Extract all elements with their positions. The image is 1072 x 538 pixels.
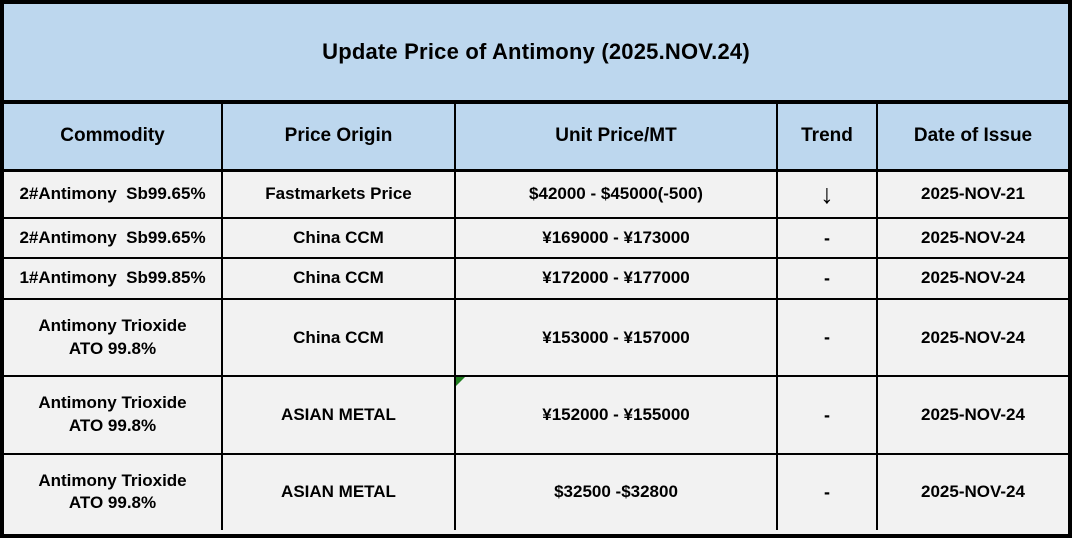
table-row: 1#Antimony Sb99.85% China CCM ¥172000 - … [4,257,1068,300]
page-title: Update Price of Antimony (2025.NOV.24) [322,39,750,64]
price-origin-cell: China CCM [221,297,456,378]
unit-price-cell: ¥152000 - ¥155000 [454,375,778,455]
table-row: Antimony Trioxide ATO 99.8% ASIAN METAL … [4,452,1068,530]
header-row: Commodity Price Origin Unit Price/MT Tre… [4,104,1068,172]
col-header-unit-price: Unit Price/MT [454,104,778,172]
table-header: Commodity Price Origin Unit Price/MT Tre… [4,104,1068,172]
trend-cell: - [776,452,878,530]
date-cell: 2025-NOV-24 [876,297,1068,378]
table-row: Antimony Trioxide ATO 99.8% ASIAN METAL … [4,375,1068,455]
unit-price-cell: ¥172000 - ¥177000 [454,257,778,300]
antimony-price-table: Commodity Price Origin Unit Price/MT Tre… [4,104,1068,530]
commodity-cell: Antimony Trioxide ATO 99.8% [4,375,223,455]
price-origin-cell: ASIAN METAL [221,452,456,530]
commodity-cell: 2#Antimony Sb99.65% [4,169,223,219]
trend-cell: - [776,257,878,300]
col-header-trend: Trend [776,104,878,172]
date-cell: 2025-NOV-24 [876,452,1068,530]
col-header-date-of-issue: Date of Issue [876,104,1068,172]
col-header-commodity: Commodity [4,104,223,172]
date-cell: 2025-NOV-24 [876,257,1068,300]
commodity-cell: 1#Antimony Sb99.85% [4,257,223,300]
commodity-cell: Antimony Trioxide ATO 99.8% [4,297,223,378]
date-cell: 2025-NOV-21 [876,169,1068,219]
trend-down-arrow-icon: ↓ [776,169,878,219]
price-origin-cell: Fastmarkets Price [221,169,456,219]
trend-cell: - [776,216,878,260]
table-body: 2#Antimony Sb99.65% Fastmarkets Price $4… [4,169,1068,530]
date-cell: 2025-NOV-24 [876,216,1068,260]
unit-price-cell: $32500 -$32800 [454,452,778,530]
unit-price-cell: $42000 - $45000(-500) [454,169,778,219]
sheet-title-bar: Update Price of Antimony (2025.NOV.24) [4,4,1068,104]
trend-cell: - [776,297,878,378]
cell-comment-flag-icon [456,377,465,387]
unit-price-cell: ¥169000 - ¥173000 [454,216,778,260]
date-cell: 2025-NOV-24 [876,375,1068,455]
unit-price-cell: ¥153000 - ¥157000 [454,297,778,378]
col-header-price-origin: Price Origin [221,104,456,172]
price-origin-cell: China CCM [221,216,456,260]
table-row: 2#Antimony Sb99.65% Fastmarkets Price $4… [4,169,1068,219]
price-origin-cell: China CCM [221,257,456,300]
table-row: Antimony Trioxide ATO 99.8% China CCM ¥1… [4,297,1068,378]
unit-price-text: ¥152000 - ¥155000 [542,405,690,425]
trend-cell: - [776,375,878,455]
table-row: 2#Antimony Sb99.65% China CCM ¥169000 - … [4,216,1068,260]
commodity-cell: 2#Antimony Sb99.65% [4,216,223,260]
price-origin-cell: ASIAN METAL [221,375,456,455]
commodity-cell: Antimony Trioxide ATO 99.8% [4,452,223,530]
